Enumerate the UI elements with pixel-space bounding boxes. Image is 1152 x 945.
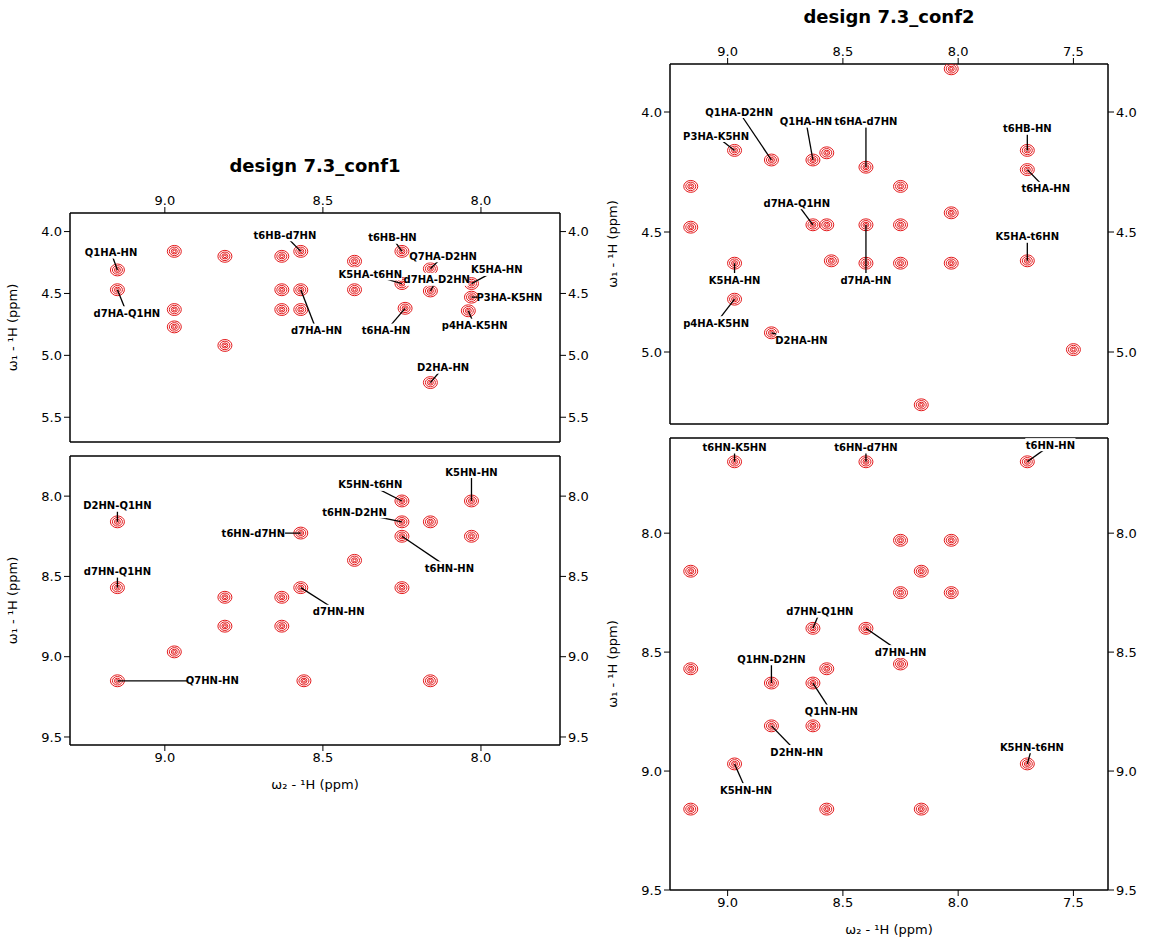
svg-text:K5HN-HN: K5HN-HN [445, 467, 497, 478]
svg-text:4.5: 4.5 [41, 286, 62, 301]
svg-text:4.5: 4.5 [641, 225, 662, 240]
svg-text:5.0: 5.0 [41, 348, 62, 363]
svg-text:4.0: 4.0 [1116, 105, 1137, 120]
svg-text:d7HN-HN: d7HN-HN [875, 647, 927, 658]
svg-text:d7HA-Q1HN: d7HA-Q1HN [94, 308, 161, 319]
svg-text:t6HA-HN: t6HA-HN [362, 325, 411, 336]
svg-text:9.5: 9.5 [641, 883, 662, 898]
svg-text:9.0: 9.0 [41, 649, 62, 664]
svg-text:d7HA-Q1HN: d7HA-Q1HN [764, 198, 831, 209]
svg-text:ω₁ - ¹H (ppm): ω₁ - ¹H (ppm) [605, 200, 620, 287]
svg-text:8.5: 8.5 [641, 645, 662, 660]
svg-text:K5HA-t6HN: K5HA-t6HN [339, 269, 402, 280]
svg-text:K5HA-HN: K5HA-HN [709, 275, 761, 286]
svg-text:P3HA-K5HN: P3HA-K5HN [476, 292, 542, 303]
svg-text:9.0: 9.0 [1116, 764, 1137, 779]
svg-text:8.5: 8.5 [41, 569, 62, 584]
svg-text:t6HB-HN: t6HB-HN [368, 232, 417, 243]
html-text:design 7.3_conf1: design 7.3_conf1 [229, 155, 401, 176]
svg-text:8.0: 8.0 [641, 526, 662, 541]
svg-text:p4HA-K5HN: p4HA-K5HN [683, 318, 749, 329]
svg-text:Q1HN-HN: Q1HN-HN [805, 706, 858, 717]
svg-text:5.5: 5.5 [41, 410, 62, 425]
svg-text:9.5: 9.5 [568, 730, 589, 745]
svg-text:5.0: 5.0 [1116, 345, 1137, 360]
svg-text:5.0: 5.0 [568, 348, 589, 363]
svg-text:ω₁ - ¹H (ppm): ω₁ - ¹H (ppm) [5, 557, 20, 644]
svg-text:D2HN-HN: D2HN-HN [770, 747, 823, 758]
svg-text:8.0: 8.0 [471, 193, 492, 208]
svg-text:8.5: 8.5 [313, 750, 334, 765]
svg-text:t6HN-D2HN: t6HN-D2HN [322, 507, 387, 518]
svg-text:t6HN-HN: t6HN-HN [1026, 440, 1075, 451]
svg-text:8.0: 8.0 [41, 489, 62, 504]
svg-text:P3HA-K5HN: P3HA-K5HN [683, 131, 749, 142]
svg-text:t6HN-HN: t6HN-HN [425, 563, 474, 574]
svg-text:8.5: 8.5 [833, 895, 854, 910]
svg-text:d7HA-HN: d7HA-HN [291, 325, 342, 336]
svg-text:4.5: 4.5 [1116, 225, 1137, 240]
svg-text:8.5: 8.5 [833, 44, 854, 59]
svg-text:9.5: 9.5 [1116, 883, 1137, 898]
svg-text:5.0: 5.0 [641, 345, 662, 360]
svg-text:K5HA-t6HN: K5HA-t6HN [996, 231, 1059, 242]
svg-text:8.0: 8.0 [1116, 526, 1137, 541]
svg-text:t6HA-d7HN: t6HA-d7HN [835, 116, 898, 127]
svg-text:ω₁ - ¹H (ppm): ω₁ - ¹H (ppm) [605, 620, 620, 707]
svg-text:K5HN-t6HN: K5HN-t6HN [1000, 742, 1064, 753]
svg-text:7.5: 7.5 [1063, 895, 1084, 910]
svg-text:t6HB-HN: t6HB-HN [1003, 123, 1052, 134]
svg-text:t6HA-HN: t6HA-HN [1021, 183, 1070, 194]
svg-text:K5HN-t6HN: K5HN-t6HN [338, 479, 402, 490]
svg-text:d7HN-Q1HN: d7HN-Q1HN [786, 606, 853, 617]
svg-text:8.5: 8.5 [313, 193, 334, 208]
svg-text:D2HN-Q1HN: D2HN-Q1HN [83, 500, 151, 511]
svg-text:4.5: 4.5 [568, 286, 589, 301]
svg-text:d7HN-HN: d7HN-HN [313, 606, 365, 617]
svg-text:K5HN-HN: K5HN-HN [720, 785, 772, 796]
svg-text:Q1HN-D2HN: Q1HN-D2HN [737, 654, 805, 665]
svg-text:p4HA-K5HN: p4HA-K5HN [442, 320, 508, 331]
svg-text:9.0: 9.0 [717, 44, 738, 59]
svg-text:t6HN-K5HN: t6HN-K5HN [703, 442, 767, 453]
svg-text:9.0: 9.0 [154, 750, 175, 765]
svg-text:8.0: 8.0 [471, 750, 492, 765]
svg-text:8.5: 8.5 [568, 569, 589, 584]
svg-text:d7HN-Q1HN: d7HN-Q1HN [84, 566, 151, 577]
svg-text:8.0: 8.0 [948, 44, 969, 59]
svg-text:9.5: 9.5 [41, 730, 62, 745]
svg-text:d7HA-D2HN: d7HA-D2HN [404, 274, 470, 285]
svg-text:Q7HA-D2HN: Q7HA-D2HN [409, 251, 477, 262]
svg-text:4.0: 4.0 [641, 105, 662, 120]
svg-text:D2HA-HN: D2HA-HN [775, 335, 827, 346]
svg-text:9.0: 9.0 [641, 764, 662, 779]
svg-text:7.5: 7.5 [1063, 44, 1084, 59]
svg-text:ω₂ - ¹H (ppm): ω₂ - ¹H (ppm) [271, 777, 358, 792]
svg-text:Q1HA-HN: Q1HA-HN [780, 116, 832, 127]
svg-text:D2HA-HN: D2HA-HN [417, 362, 469, 373]
svg-text:t6HN-d7HN: t6HN-d7HN [222, 528, 285, 539]
svg-text:4.0: 4.0 [41, 224, 62, 239]
svg-text:t6HB-d7HN: t6HB-d7HN [254, 230, 317, 241]
svg-text:ω₁ - ¹H (ppm): ω₁ - ¹H (ppm) [5, 284, 20, 371]
svg-text:Q1HA-D2HN: Q1HA-D2HN [705, 107, 773, 118]
svg-text:8.0: 8.0 [568, 489, 589, 504]
svg-text:t6HN-d7HN: t6HN-d7HN [834, 442, 897, 453]
svg-text:4.0: 4.0 [568, 224, 589, 239]
svg-text:ω₂ - ¹H (ppm): ω₂ - ¹H (ppm) [845, 922, 932, 937]
svg-text:8.0: 8.0 [948, 895, 969, 910]
svg-text:8.5: 8.5 [1116, 645, 1137, 660]
svg-text:K5HA-HN: K5HA-HN [471, 264, 523, 275]
svg-text:Q7HN-HN: Q7HN-HN [186, 675, 239, 686]
svg-text:9.0: 9.0 [717, 895, 738, 910]
svg-text:5.5: 5.5 [568, 410, 589, 425]
svg-text:d7HA-HN: d7HA-HN [840, 275, 891, 286]
svg-text:9.0: 9.0 [568, 649, 589, 664]
html-text:design 7.3_conf2: design 7.3_conf2 [803, 6, 975, 27]
svg-text:9.0: 9.0 [154, 193, 175, 208]
svg-text:Q1HA-HN: Q1HA-HN [85, 247, 137, 258]
